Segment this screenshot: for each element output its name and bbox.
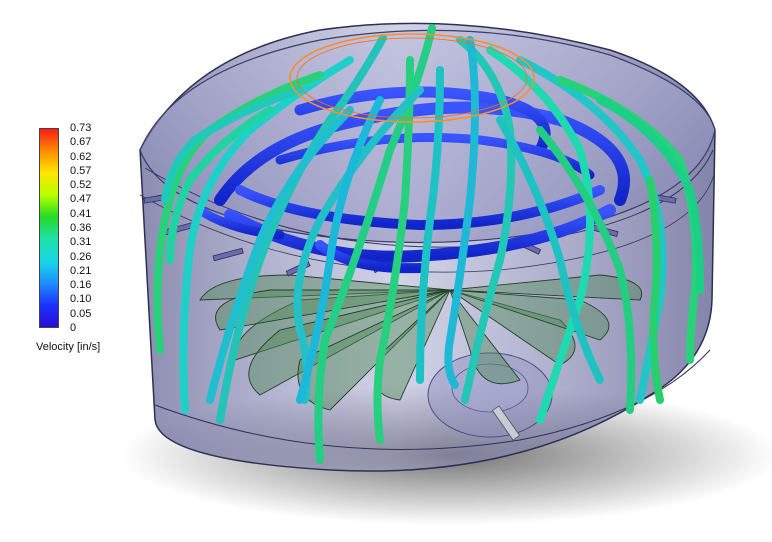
legend-tick-label: 0.31 [70, 236, 92, 249]
velocity-legend: 0.73 0.67 0.62 0.57 0.52 0.47 0.41 0.36 0.31 0.26… [30, 121, 150, 361]
legend-tick-label: 0.05 [70, 307, 92, 320]
housing-rim-line [139, 174, 715, 273]
legend-tick-label: 0.26 [70, 250, 92, 263]
legend-tick-label: 0.62 [70, 150, 92, 163]
legend-tick-label: 0.52 [70, 179, 92, 192]
color-scale-bar [39, 128, 59, 328]
streamlines [153, 24, 704, 464]
legend-tick-label: 0.16 [70, 279, 92, 292]
legend-tick-label: 0.47 [70, 193, 92, 206]
legend-tick-label: 0 [70, 322, 77, 334]
legend-tick-label: 0.67 [70, 136, 92, 149]
legend-tick-label: 0.41 [70, 207, 92, 220]
legend-tick-label: 0.10 [70, 293, 92, 306]
legend-tick-label: 0.36 [70, 222, 92, 234]
inlet-ring [289, 33, 535, 123]
legend-title: Velocity [in/s] [36, 341, 101, 353]
legend-tick-label: 0.73 [70, 122, 92, 134]
inlet-ring-inner [296, 37, 528, 119]
outlet-pin [491, 405, 521, 441]
legend-tick-label: 0.21 [70, 264, 92, 277]
legend-tick-label: 0.57 [70, 164, 92, 177]
